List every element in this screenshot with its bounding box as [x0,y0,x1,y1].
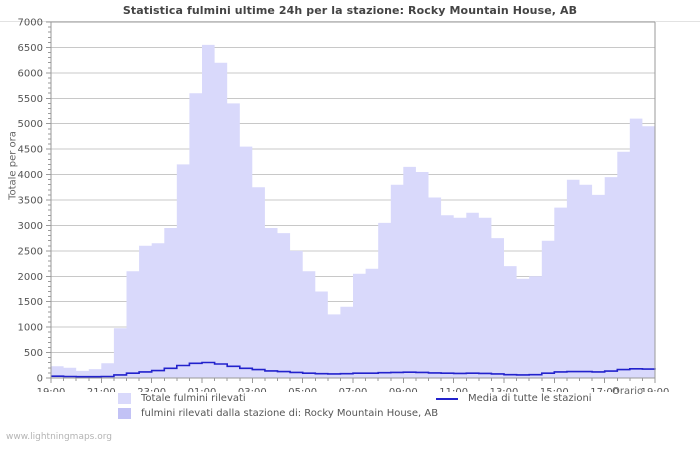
y-axis-label: Totale per ora [7,131,19,200]
svg-text:1000: 1000 [18,323,43,334]
svg-text:1500: 1500 [18,297,43,308]
svg-text:6500: 6500 [18,43,43,54]
x-axis-ticks: 19:00 21:00 23:00 01:00 03:00 05:00 07:00 09:00… [37,378,670,392]
watermark: www.lightningmaps.org [6,432,112,442]
svg-text:5000: 5000 [18,119,43,130]
legend-label-total: Totale fulmini rilevati [141,393,246,404]
svg-text:3000: 3000 [18,221,43,232]
legend-item-station: fulmini rilevati dalla stazione di: Rock… [118,408,438,419]
svg-text:3500: 3500 [18,196,43,207]
chart-plot-area: 0 500 1000 1500 2000 2500 3000 3500 4000 4500 5000… [18,18,670,393]
legend-line-mean [436,398,458,400]
svg-text:4000: 4000 [18,170,43,181]
svg-text:11:00: 11:00 [439,387,468,392]
chart-title: Statistica fulmini ultime 24h per la sta… [122,4,578,17]
svg-text:23:00: 23:00 [137,387,166,392]
svg-text:15:00: 15:00 [540,387,569,392]
svg-text:4500: 4500 [18,145,43,156]
svg-text:19:00: 19:00 [37,387,66,392]
svg-text:17:00: 17:00 [590,387,619,392]
svg-text:21:00: 21:00 [87,387,116,392]
svg-text:01:00: 01:00 [188,387,217,392]
svg-text:6000: 6000 [18,68,43,79]
y-axis-ticks: 0 500 1000 1500 2000 2500 3000 3500 4000 4500 5000… [18,18,51,385]
svg-text:03:00: 03:00 [238,387,267,392]
svg-text:09:00: 09:00 [389,387,418,392]
svg-text:500: 500 [24,348,43,359]
svg-text:13:00: 13:00 [490,387,519,392]
svg-text:7000: 7000 [18,18,43,29]
legend-swatch-total [118,393,131,404]
legend-label-mean: Media di tutte le stazioni [468,393,592,404]
legend-item-total: Totale fulmini rilevati [118,393,246,404]
svg-text:2500: 2500 [18,246,43,257]
legend-swatch-station [118,408,131,419]
chart-legend: Totale fulmini rilevati fulmini rilevati… [0,392,700,426]
x-axis-label: Orario [612,386,644,397]
svg-text:07:00: 07:00 [339,387,368,392]
svg-text:5500: 5500 [18,94,43,105]
legend-item-mean: Media di tutte le stazioni [436,393,592,404]
svg-text:19:00: 19:00 [641,387,670,392]
svg-text:05:00: 05:00 [288,387,317,392]
svg-text:0: 0 [37,374,43,385]
line-series-mean [51,361,656,378]
legend-label-station: fulmini rilevati dalla stazione di: Rock… [141,408,439,419]
area-series-total [51,44,655,379]
svg-text:2000: 2000 [18,272,43,283]
